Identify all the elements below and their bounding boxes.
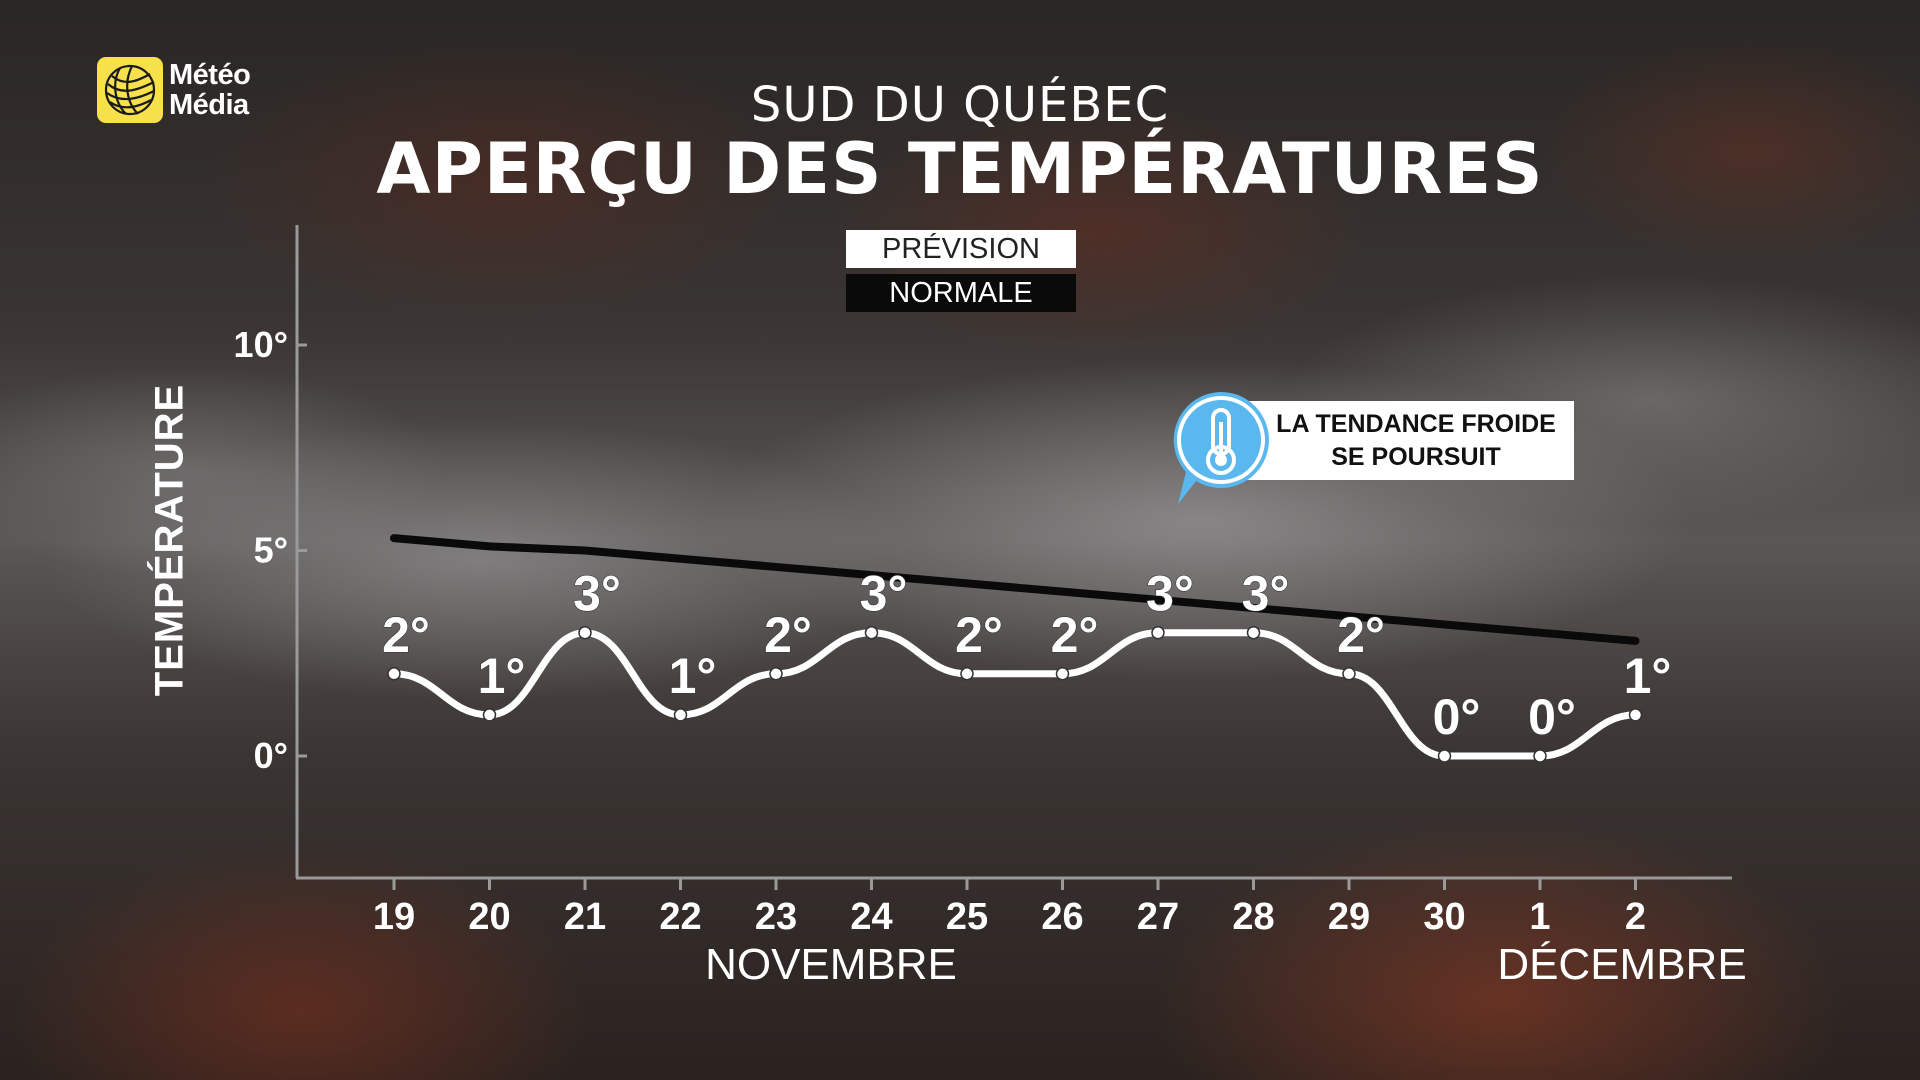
forecast-data-label: 2° xyxy=(955,607,1003,663)
forecast-point xyxy=(482,708,497,722)
y-tick-label: 5° xyxy=(254,530,288,571)
forecast-point xyxy=(1246,625,1261,640)
forecast-point xyxy=(578,625,592,640)
month-label-november: NOVEMBRE xyxy=(705,940,957,989)
logo-line-2: Média xyxy=(169,89,249,121)
callout-line-1: LA TENDANCE FROIDE xyxy=(1276,409,1556,438)
forecast-data-label: 2° xyxy=(1051,607,1099,663)
y-tick-label: 10° xyxy=(234,324,288,365)
globe-icon xyxy=(97,57,163,123)
forecast-data-label: 1° xyxy=(1624,648,1672,704)
x-tick-label: 19 xyxy=(373,896,415,938)
forecast-point xyxy=(1437,749,1452,763)
logo-line-1: Météo xyxy=(169,59,251,91)
forecast-point xyxy=(1151,625,1165,640)
y-axis-title: TEMPÉRATURE xyxy=(147,383,192,697)
x-tick-label: 30 xyxy=(1423,896,1465,938)
forecast-data-label: 1° xyxy=(478,648,526,704)
forecast-data-label: 3° xyxy=(1146,566,1194,622)
forecast-point xyxy=(864,625,879,640)
x-tick-label: 27 xyxy=(1137,896,1179,938)
x-tick-label: 28 xyxy=(1232,896,1274,938)
forecast-data-label: 0° xyxy=(1528,689,1576,745)
forecast-point xyxy=(1533,749,1547,763)
x-tick-label: 2 xyxy=(1625,896,1646,938)
y-tick-label: 0° xyxy=(254,735,288,776)
forecast-data-label: 3° xyxy=(860,566,908,622)
normal-series-line xyxy=(390,534,1640,645)
x-tick-label: 21 xyxy=(564,896,606,938)
forecast-point xyxy=(769,667,783,681)
forecast-data-label: 1° xyxy=(669,648,717,704)
x-tick-label: 22 xyxy=(659,896,701,938)
callout-box: LA TENDANCE FROIDE SE POURSUIT xyxy=(1240,401,1574,480)
forecast-point xyxy=(673,708,688,722)
x-tick-label: 29 xyxy=(1328,896,1370,938)
forecast-point xyxy=(960,667,974,681)
meteomedia-logo: Météo Média xyxy=(97,57,251,123)
x-tick-label: 24 xyxy=(850,896,892,938)
forecast-data-label: 2° xyxy=(382,607,430,663)
x-tick-label: 23 xyxy=(755,896,797,938)
x-tick-label: 20 xyxy=(468,896,510,938)
legend-forecast: PRÉVISION xyxy=(846,230,1076,268)
forecast-point xyxy=(387,667,401,681)
forecast-data-label: 3° xyxy=(1242,566,1290,622)
thermometer-icon xyxy=(1166,388,1276,506)
x-tick-label: 26 xyxy=(1041,896,1083,938)
forecast-data-label: 2° xyxy=(764,607,812,663)
forecast-data-label: 3° xyxy=(573,566,621,622)
x-tick-label: 1 xyxy=(1529,896,1550,938)
page-title: APERÇU DES TEMPÉRATURES xyxy=(376,128,1544,210)
month-label-december: DÉCEMBRE xyxy=(1497,940,1747,989)
forecast-data-label: 0° xyxy=(1433,689,1481,745)
callout-line-2: SE POURSUIT xyxy=(1331,442,1501,471)
logo-wordmark: Météo Média xyxy=(169,59,251,121)
x-tick-label: 25 xyxy=(946,896,988,938)
legend-normal: NORMALE xyxy=(846,274,1076,312)
forecast-point xyxy=(1342,667,1356,681)
forecast-data-label: 2° xyxy=(1337,607,1385,663)
forecast-point xyxy=(1055,667,1070,681)
region-subtitle: SUD DU QUÉBEC xyxy=(750,77,1170,133)
forecast-point xyxy=(1628,708,1643,722)
